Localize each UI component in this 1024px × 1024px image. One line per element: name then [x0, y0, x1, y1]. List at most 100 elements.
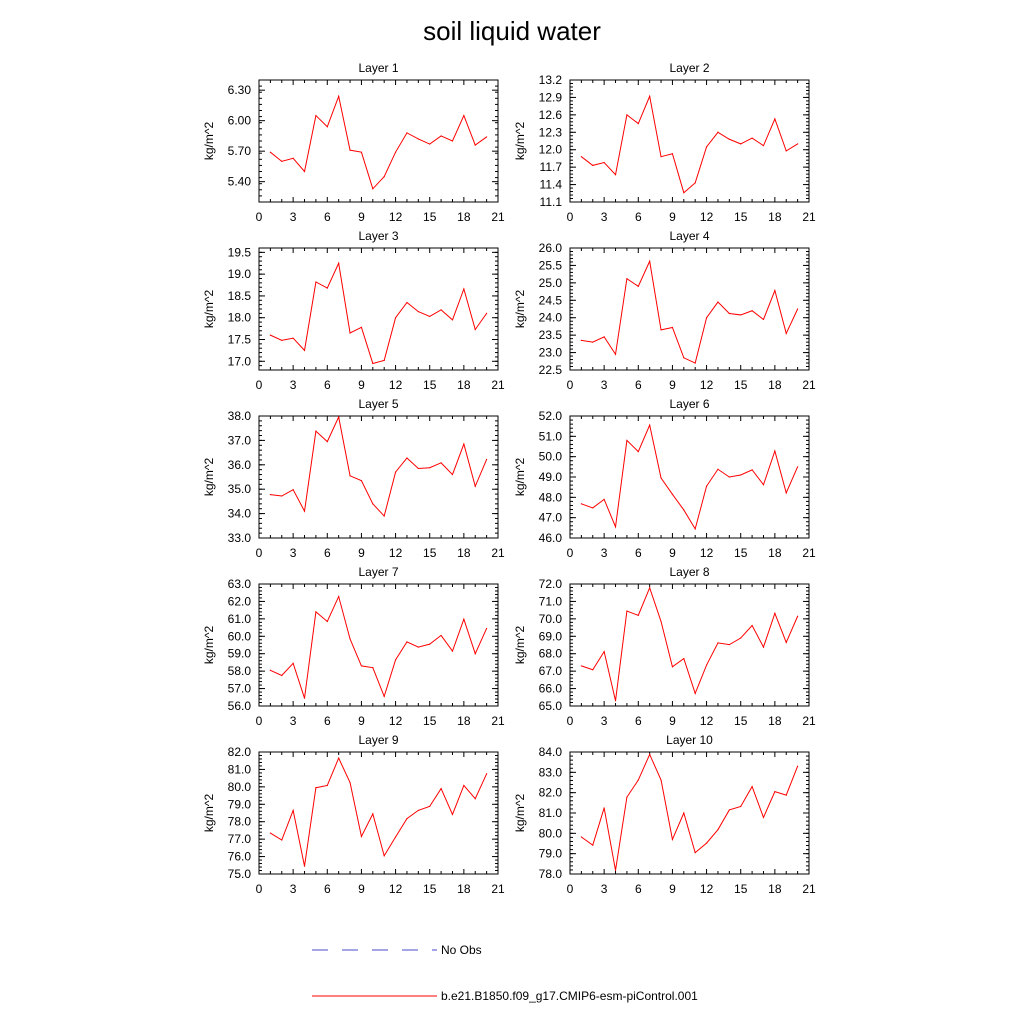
panel-layer-10: Layer 10 kg/m^2 0 3 6 9 12 15 18 21 78.0 79.0 80.0 81…: [513, 733, 816, 896]
y-tick-label: 5.40: [228, 175, 252, 189]
y-tick-label: 59.0: [228, 647, 252, 661]
x-tick-label: 0: [256, 546, 263, 560]
data-point: [326, 620, 328, 623]
y-tick-label: 60.0: [228, 629, 252, 643]
x-tick-label: 21: [802, 546, 816, 560]
y-tick-label: 46.0: [539, 531, 563, 545]
data-point: [360, 480, 363, 482]
data-point: [417, 646, 419, 648]
data-point: [486, 312, 488, 314]
data-point: [383, 855, 385, 857]
data-point: [580, 665, 582, 667]
data-point: [281, 839, 283, 841]
data-point: [463, 443, 465, 445]
legend-model-label: b.e21.B1850.f09_g17.CMIP6-esm-piControl.…: [441, 989, 698, 1003]
y-axis-label: kg/m^2: [202, 122, 216, 161]
panel-title: Layer 5: [358, 397, 398, 411]
data-point: [694, 528, 696, 530]
x-tick-label: 21: [491, 714, 505, 728]
y-tick-label: 52.0: [539, 409, 563, 423]
data-point: [292, 809, 294, 811]
data-point: [486, 627, 488, 630]
x-tick-label: 0: [567, 714, 574, 728]
data-point: [637, 614, 639, 616]
x-tick-label: 15: [734, 378, 748, 392]
data-point: [360, 151, 363, 153]
x-tick-label: 12: [389, 546, 403, 560]
data-point: [338, 262, 340, 264]
data-point: [705, 317, 708, 319]
series-line: [270, 94, 487, 190]
data-point: [451, 319, 454, 321]
data-point: [303, 349, 306, 351]
data-point: [303, 510, 306, 512]
y-tick-label: 47.0: [539, 511, 563, 525]
data-point: [474, 653, 476, 655]
data-point: [326, 784, 328, 787]
y-tick-label: 77.0: [228, 832, 252, 846]
data-point: [440, 634, 442, 637]
panel-layer-4: Layer 4 kg/m^2 0 3 6 9 12 15 18 21 22.5 23.0 23.5 24.…: [513, 229, 816, 392]
y-axis-label: kg/m^2: [513, 458, 527, 497]
data-point: [740, 805, 742, 808]
data-point: [326, 441, 328, 443]
data-point: [614, 174, 617, 176]
data-point: [406, 132, 408, 134]
data-point: [774, 118, 776, 120]
x-tick-label: 6: [635, 882, 642, 896]
data-point: [717, 131, 719, 133]
data-point: [626, 439, 628, 441]
data-point: [372, 188, 374, 190]
panel-layer-1: Layer 1 kg/m^2 0 3 6 9 12 15 18 21 5.40 5.70 6.00 6.3…: [202, 61, 505, 224]
data-point: [728, 644, 730, 646]
x-tick-label: 12: [700, 210, 714, 224]
y-tick-label: 6.30: [228, 83, 252, 97]
data-point: [603, 651, 605, 653]
data-point: [797, 765, 799, 767]
data-point: [372, 503, 374, 505]
data-point: [683, 812, 685, 814]
data-point: [637, 779, 639, 781]
y-axis-label: kg/m^2: [202, 794, 216, 833]
y-tick-label: 37.0: [228, 433, 252, 447]
data-point: [671, 838, 674, 841]
x-tick-label: 0: [256, 882, 263, 896]
data-point: [683, 192, 685, 194]
data-point: [315, 787, 317, 789]
data-point: [269, 832, 271, 834]
y-tick-label: 6.00: [228, 114, 252, 128]
data-point: [671, 493, 674, 495]
data-point: [292, 157, 294, 159]
data-point: [394, 836, 397, 838]
x-tick-label: 18: [768, 210, 782, 224]
data-point: [281, 674, 283, 677]
x-tick-label: 0: [256, 210, 263, 224]
data-point: [580, 156, 582, 158]
data-point: [649, 753, 651, 756]
y-tick-label: 79.0: [539, 847, 563, 861]
x-tick-label: 15: [734, 882, 748, 896]
x-tick-label: 3: [290, 210, 297, 224]
y-tick-label: 36.0: [228, 458, 252, 472]
y-tick-label: 69.0: [539, 629, 563, 643]
panel-title: Layer 7: [358, 565, 398, 579]
data-point: [774, 791, 776, 793]
x-tick-label: 9: [358, 714, 365, 728]
x-tick-label: 9: [358, 210, 365, 224]
y-tick-label: 22.5: [539, 363, 563, 377]
data-point: [580, 339, 582, 341]
x-tick-label: 21: [491, 378, 505, 392]
x-tick-label: 21: [802, 378, 816, 392]
x-tick-label: 12: [700, 546, 714, 560]
data-point: [626, 610, 628, 612]
y-tick-label: 68.0: [539, 647, 563, 661]
data-point: [360, 665, 363, 667]
y-axis-label: kg/m^2: [513, 794, 527, 833]
data-point: [614, 700, 617, 702]
y-tick-label: 75.0: [228, 867, 252, 881]
data-point: [694, 362, 696, 364]
data-point: [303, 170, 306, 173]
data-point: [269, 334, 271, 336]
data-point: [705, 485, 708, 487]
